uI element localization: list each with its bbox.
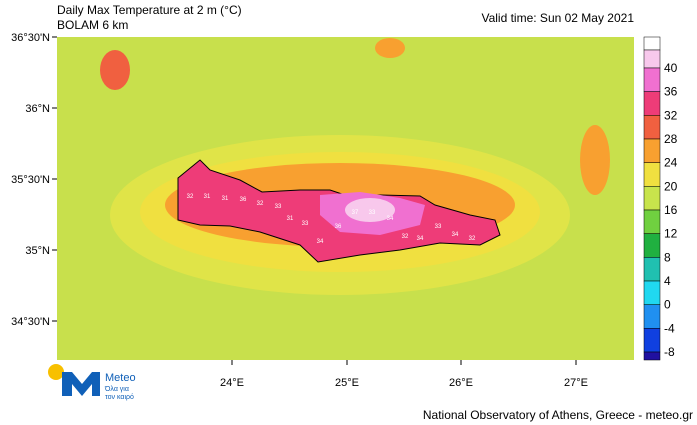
grid-value: 36 [240, 197, 247, 203]
colorbar-bin [643, 36, 661, 51]
colorbar-label: 28 [664, 132, 678, 146]
lon-label: 26°E [449, 377, 473, 389]
grid-value: 34 [387, 216, 394, 222]
grid-value: 33 [275, 204, 282, 210]
logo-tagline: Όλα για [104, 386, 129, 393]
colorbar-bin [643, 233, 661, 258]
colorbar-label: -4 [664, 321, 675, 335]
logo-tagline: τον καιρό [105, 393, 134, 401]
colorbar-bin [643, 257, 661, 282]
colorbar-label: 8 [664, 250, 671, 264]
lat-label: 36°N [25, 103, 50, 115]
grid-value: 31 [222, 196, 229, 202]
grid-value: 32 [187, 194, 194, 200]
lat-label: 35°30'N [11, 174, 50, 186]
colorbar-label: -8 [664, 345, 675, 359]
colorbar-bin [643, 280, 661, 305]
lat-label: 34°30'N [11, 316, 50, 328]
colorbar-bin [643, 91, 661, 116]
grid-value: 33 [369, 210, 376, 216]
grid-value: 32 [257, 201, 264, 207]
map-area [57, 37, 634, 360]
grid-value: 33 [435, 224, 442, 230]
grid-value: 32 [469, 236, 476, 242]
grid-value: 34 [417, 236, 424, 242]
lon-label: 25°E [335, 377, 359, 389]
subtitle: BOLAM 6 km [57, 18, 128, 32]
grid-value: 33 [302, 221, 309, 227]
colorbar-bin [643, 115, 661, 140]
grid-value: 31 [204, 194, 211, 200]
colorbar-label: 40 [664, 61, 678, 75]
lat-label: 35°N [25, 245, 50, 257]
colorbar-label: 16 [664, 203, 678, 217]
colorbar-label: 24 [664, 156, 678, 170]
grid-value: 36 [335, 224, 342, 230]
grid-value: 32 [402, 234, 409, 240]
colorbar-bin [643, 304, 661, 329]
logo-name: Meteo [105, 372, 136, 384]
footer: National Observatory of Athens, Greece -… [423, 408, 693, 422]
colorbar-label: 12 [664, 227, 678, 241]
colorbar-bin [643, 67, 661, 92]
grid-value: 34 [317, 239, 324, 245]
colorbar-bin [643, 162, 661, 187]
logo: Meteo Όλα για τον καιρό [48, 364, 136, 401]
colorbar-bin [643, 138, 661, 163]
colorbar-bin [643, 351, 661, 361]
lon-label: 24°E [220, 377, 244, 389]
colorbar-label: 0 [664, 298, 671, 312]
colorbar-label: 36 [664, 85, 678, 99]
title: Daily Max Temperature at 2 m (°C) [57, 3, 242, 17]
grid-value: 31 [287, 216, 294, 222]
colorbar-label: 4 [664, 274, 671, 288]
colorbar-label: 32 [664, 108, 678, 122]
valid-time: Valid time: Sun 02 May 2021 [481, 11, 634, 25]
colorbar-label: 20 [664, 179, 678, 193]
lon-label: 27°E [564, 377, 588, 389]
colorbar-bin [643, 186, 661, 211]
colorbar-bin [643, 209, 661, 234]
grid-value: 37 [352, 210, 359, 216]
grid-value: 34 [452, 232, 459, 238]
lat-label: 36°30'N [11, 32, 50, 44]
colorbar-bin [643, 49, 661, 69]
colorbar-bin [643, 328, 661, 353]
